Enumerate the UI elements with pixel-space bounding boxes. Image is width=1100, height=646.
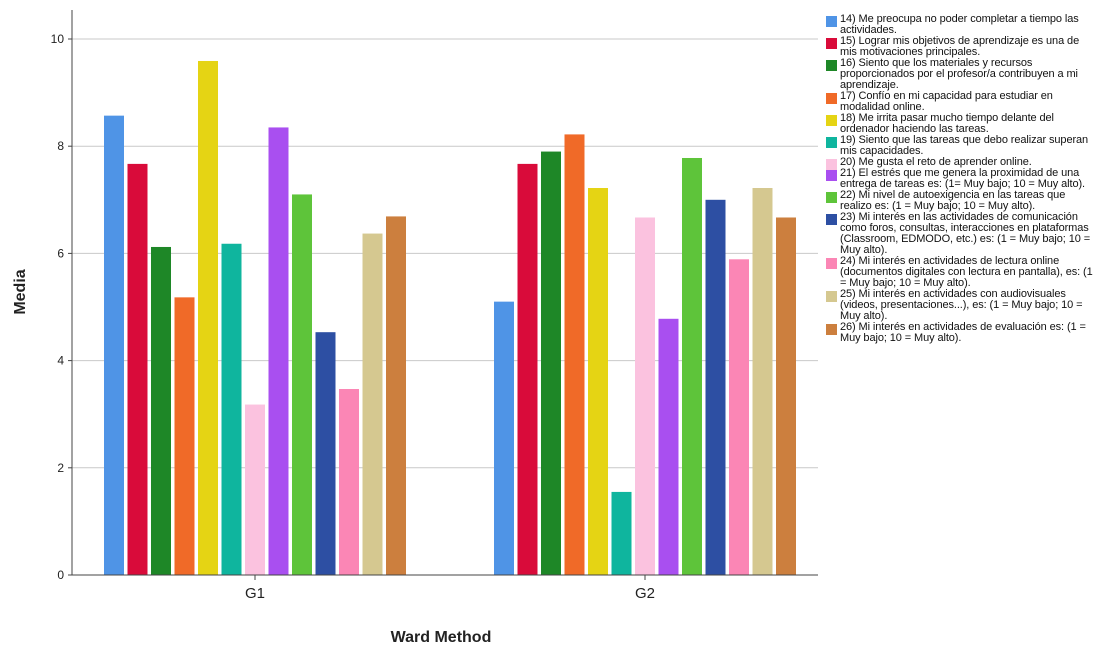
bar	[151, 246, 171, 575]
bar	[682, 157, 702, 575]
legend-label: 17) Confío en mi capacidad para estudiar…	[840, 90, 1053, 113]
bar	[541, 151, 561, 575]
bar	[198, 60, 218, 575]
legend-swatch	[826, 291, 837, 302]
legend-swatch	[826, 93, 837, 104]
y-tick-label: 10	[51, 32, 65, 46]
legend-label: 20) Me gusta el reto de aprender online.	[840, 156, 1032, 168]
legend-label: 24) Mi interés en actividades de lectura…	[840, 255, 1093, 289]
bar	[315, 332, 336, 575]
legend-item: 19) Siento que las tareas que debo reali…	[826, 135, 1098, 157]
bar	[776, 217, 796, 575]
legend-item: 23) Mi interés en las actividades de com…	[826, 212, 1098, 256]
bar	[339, 389, 359, 575]
bar	[658, 318, 679, 575]
legend-item: 20) Me gusta el reto de aprender online.	[826, 156, 1098, 170]
bar	[268, 127, 289, 575]
x-axis-title: Ward Method	[391, 629, 492, 646]
legend-label: 16) Siento que los materiales y recursos…	[840, 57, 1078, 91]
y-tick-label: 4	[57, 354, 64, 368]
x-tick-label: G2	[635, 585, 655, 602]
legend-item: 17) Confío en mi capacidad para estudiar…	[826, 91, 1098, 113]
bar	[635, 217, 655, 575]
legend-item: 22) Mi nivel de autoexigencia en las tar…	[826, 190, 1098, 212]
bar	[588, 188, 608, 575]
legend-label: 14) Me preocupa no poder completar a tie…	[840, 13, 1079, 36]
bar	[611, 491, 632, 575]
legend-swatch	[826, 324, 837, 335]
y-axis-title: Media	[12, 269, 29, 314]
bar	[564, 134, 585, 575]
bar	[127, 163, 148, 575]
legend-label: 19) Siento que las tareas que debo reali…	[840, 134, 1089, 157]
bar	[292, 194, 312, 575]
legend-swatch	[826, 38, 837, 49]
legend-swatch	[826, 214, 837, 225]
legend-item: 14) Me preocupa no poder completar a tie…	[826, 14, 1098, 36]
bar	[705, 199, 726, 576]
legend-swatch	[826, 159, 837, 170]
bar	[752, 188, 773, 575]
legend-label: 15) Lograr mis objetivos de aprendizaje …	[840, 35, 1080, 58]
legend-item: 25) Mi interés en actividades con audiov…	[826, 289, 1098, 322]
bar	[104, 115, 124, 575]
bar	[362, 233, 383, 575]
x-ticks: G1 G2	[245, 575, 655, 602]
legend: 14) Me preocupa no poder completar a tie…	[826, 14, 1098, 344]
legend-swatch	[826, 60, 837, 71]
bar	[174, 297, 195, 575]
bars	[104, 60, 796, 576]
legend-swatch	[826, 16, 837, 27]
y-tick-label: 6	[57, 246, 64, 260]
x-tick-label: G1	[245, 585, 265, 602]
bar	[494, 301, 514, 575]
legend-swatch	[826, 115, 837, 126]
bar	[221, 243, 242, 575]
legend-swatch	[826, 192, 837, 203]
legend-item: 18) Me irrita pasar mucho tiempo delante…	[826, 113, 1098, 135]
legend-item: 15) Lograr mis objetivos de aprendizaje …	[826, 36, 1098, 58]
legend-label: 26) Mi interés en actividades de evaluac…	[840, 321, 1086, 344]
legend-item: 26) Mi interés en actividades de evaluac…	[826, 322, 1098, 344]
bar	[386, 216, 406, 575]
legend-label: 25) Mi interés en actividades con audiov…	[840, 288, 1083, 322]
legend-item: 16) Siento que los materiales y recursos…	[826, 58, 1098, 91]
bar	[729, 259, 749, 575]
legend-label: 22) Mi nivel de autoexigencia en las tar…	[840, 189, 1066, 212]
legend-swatch	[826, 137, 837, 148]
legend-label: 21) El estrés que me genera la proximida…	[840, 167, 1085, 190]
bar	[245, 404, 265, 575]
legend-item: 24) Mi interés en actividades de lectura…	[826, 256, 1098, 289]
legend-swatch	[826, 170, 837, 181]
legend-label: 23) Mi interés en las actividades de com…	[840, 211, 1091, 256]
y-tick-label: 8	[57, 139, 64, 153]
y-ticks: 0 2 4 6 8 10	[51, 32, 72, 582]
legend-label: 18) Me irrita pasar mucho tiempo delante…	[840, 112, 1054, 135]
axes	[71, 10, 818, 576]
y-tick-label: 0	[57, 568, 64, 582]
legend-item: 21) El estrés que me genera la proximida…	[826, 168, 1098, 190]
y-tick-label: 2	[57, 461, 64, 475]
legend-swatch	[826, 258, 837, 269]
bar	[517, 163, 538, 575]
